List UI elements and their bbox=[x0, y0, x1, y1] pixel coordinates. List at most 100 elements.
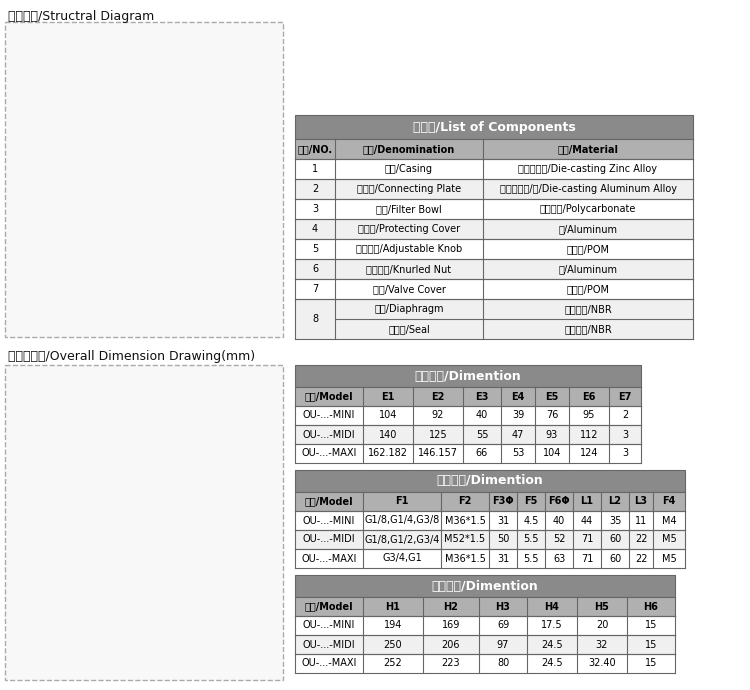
Text: 3: 3 bbox=[622, 429, 628, 440]
Text: 60: 60 bbox=[609, 535, 621, 544]
Text: 44: 44 bbox=[580, 515, 593, 526]
Bar bbox=[295, 470, 685, 492]
Text: 32: 32 bbox=[596, 640, 608, 649]
Text: 5.5: 5.5 bbox=[524, 535, 538, 544]
Text: M5: M5 bbox=[662, 553, 676, 564]
Text: M5: M5 bbox=[662, 535, 676, 544]
Text: F3Φ: F3Φ bbox=[492, 497, 514, 506]
Text: 15: 15 bbox=[645, 640, 657, 649]
Bar bbox=[295, 239, 693, 259]
Text: 80: 80 bbox=[496, 658, 509, 669]
Text: 39: 39 bbox=[512, 411, 524, 420]
Text: G3/4,G1: G3/4,G1 bbox=[382, 553, 422, 564]
Text: OU-...-MINI: OU-...-MINI bbox=[303, 411, 355, 420]
Text: 92: 92 bbox=[432, 411, 444, 420]
Text: 125: 125 bbox=[429, 429, 447, 440]
Text: 71: 71 bbox=[580, 535, 593, 544]
Text: F2: F2 bbox=[458, 497, 472, 506]
Text: 2: 2 bbox=[622, 411, 628, 420]
Text: 结构简图/Structral Diagram: 结构简图/Structral Diagram bbox=[8, 10, 154, 23]
Text: H6: H6 bbox=[644, 602, 658, 611]
Text: H1: H1 bbox=[386, 602, 400, 611]
Text: 69: 69 bbox=[496, 620, 509, 631]
Text: 124: 124 bbox=[580, 448, 598, 458]
Text: 1: 1 bbox=[312, 164, 318, 174]
Bar bbox=[295, 425, 641, 444]
Text: 2: 2 bbox=[312, 184, 318, 194]
Text: 112: 112 bbox=[580, 429, 598, 440]
Text: E7: E7 bbox=[618, 391, 632, 402]
Text: 24.5: 24.5 bbox=[542, 640, 562, 649]
Text: 3: 3 bbox=[622, 448, 628, 458]
Text: 密封件/Seal: 密封件/Seal bbox=[388, 324, 430, 334]
Text: G1/8,G1/2,G3/4: G1/8,G1/2,G3/4 bbox=[364, 535, 440, 544]
Text: OU-...-MIDI: OU-...-MIDI bbox=[303, 535, 355, 544]
Text: H3: H3 bbox=[496, 602, 511, 611]
Text: H4: H4 bbox=[544, 602, 560, 611]
Text: 22: 22 bbox=[634, 553, 647, 564]
Text: 隔膜/Diaphragm: 隔膜/Diaphragm bbox=[374, 304, 444, 314]
Text: OU-...-MAXI: OU-...-MAXI bbox=[302, 448, 357, 458]
Text: M52*1.5: M52*1.5 bbox=[445, 535, 485, 544]
Text: 型号/Model: 型号/Model bbox=[304, 391, 353, 402]
Text: 76: 76 bbox=[546, 411, 558, 420]
Text: 93: 93 bbox=[546, 429, 558, 440]
Text: 194: 194 bbox=[384, 620, 402, 631]
Text: 型号/Model: 型号/Model bbox=[304, 602, 353, 611]
Text: G1/8,G1/4,G3/8: G1/8,G1/4,G3/8 bbox=[364, 515, 440, 526]
Text: E6: E6 bbox=[582, 391, 596, 402]
Bar bbox=[295, 159, 693, 179]
Text: 146.157: 146.157 bbox=[418, 448, 458, 458]
Text: OU-...-MIDI: OU-...-MIDI bbox=[303, 640, 355, 649]
Text: M36*1.5: M36*1.5 bbox=[445, 515, 485, 526]
Text: H2: H2 bbox=[443, 602, 458, 611]
Text: 55: 55 bbox=[476, 429, 488, 440]
Text: F1: F1 bbox=[395, 497, 409, 506]
Bar bbox=[295, 387, 641, 406]
Bar bbox=[295, 492, 685, 511]
Text: 53: 53 bbox=[512, 448, 524, 458]
Text: OU-...-MAXI: OU-...-MAXI bbox=[302, 658, 357, 669]
Text: 35: 35 bbox=[609, 515, 621, 526]
Bar bbox=[5, 22, 283, 337]
Text: 壳体/Casing: 壳体/Casing bbox=[385, 164, 433, 174]
Text: 5.5: 5.5 bbox=[524, 553, 538, 564]
Text: 31: 31 bbox=[496, 515, 509, 526]
Text: 50: 50 bbox=[496, 535, 509, 544]
Text: 材料/Material: 材料/Material bbox=[557, 144, 619, 154]
Bar bbox=[295, 259, 693, 279]
Text: OU-...-MAXI: OU-...-MAXI bbox=[302, 553, 357, 564]
Text: 外形尺寸/Dimention: 外形尺寸/Dimention bbox=[432, 580, 538, 593]
Text: 95: 95 bbox=[583, 411, 596, 420]
Text: 223: 223 bbox=[442, 658, 460, 669]
Text: 聚碳酸酯/Polycarbonate: 聚碳酸酯/Polycarbonate bbox=[540, 204, 636, 214]
Text: 71: 71 bbox=[580, 553, 593, 564]
Text: 40: 40 bbox=[476, 411, 488, 420]
Text: 4.5: 4.5 bbox=[524, 515, 538, 526]
Text: OU-...-MIDI: OU-...-MIDI bbox=[303, 429, 355, 440]
Bar bbox=[295, 511, 685, 530]
Text: 104: 104 bbox=[543, 448, 561, 458]
Bar bbox=[295, 549, 685, 568]
Text: 铝/Aluminum: 铝/Aluminum bbox=[559, 224, 617, 234]
Bar bbox=[5, 365, 283, 680]
Text: 5: 5 bbox=[312, 244, 318, 254]
Text: 40: 40 bbox=[553, 515, 566, 526]
Text: 丁水橡胶/NBR: 丁水橡胶/NBR bbox=[564, 304, 612, 314]
Bar bbox=[295, 597, 675, 616]
Text: F5: F5 bbox=[524, 497, 538, 506]
Text: E1: E1 bbox=[381, 391, 394, 402]
Text: 调压手轮/Adjustable Knob: 调压手轮/Adjustable Knob bbox=[356, 244, 462, 254]
Text: 31: 31 bbox=[496, 553, 509, 564]
Text: F4: F4 bbox=[662, 497, 676, 506]
Bar bbox=[295, 406, 641, 425]
Text: 滤杯/Filter Bowl: 滤杯/Filter Bowl bbox=[376, 204, 442, 214]
Text: 保护罩/Protecting Cover: 保护罩/Protecting Cover bbox=[358, 224, 460, 234]
Text: 97: 97 bbox=[496, 640, 509, 649]
Text: 52: 52 bbox=[553, 535, 566, 544]
Text: 60: 60 bbox=[609, 553, 621, 564]
Text: 66: 66 bbox=[476, 448, 488, 458]
Text: E2: E2 bbox=[431, 391, 445, 402]
Bar bbox=[295, 365, 641, 387]
Text: OU-...-MINI: OU-...-MINI bbox=[303, 620, 355, 631]
